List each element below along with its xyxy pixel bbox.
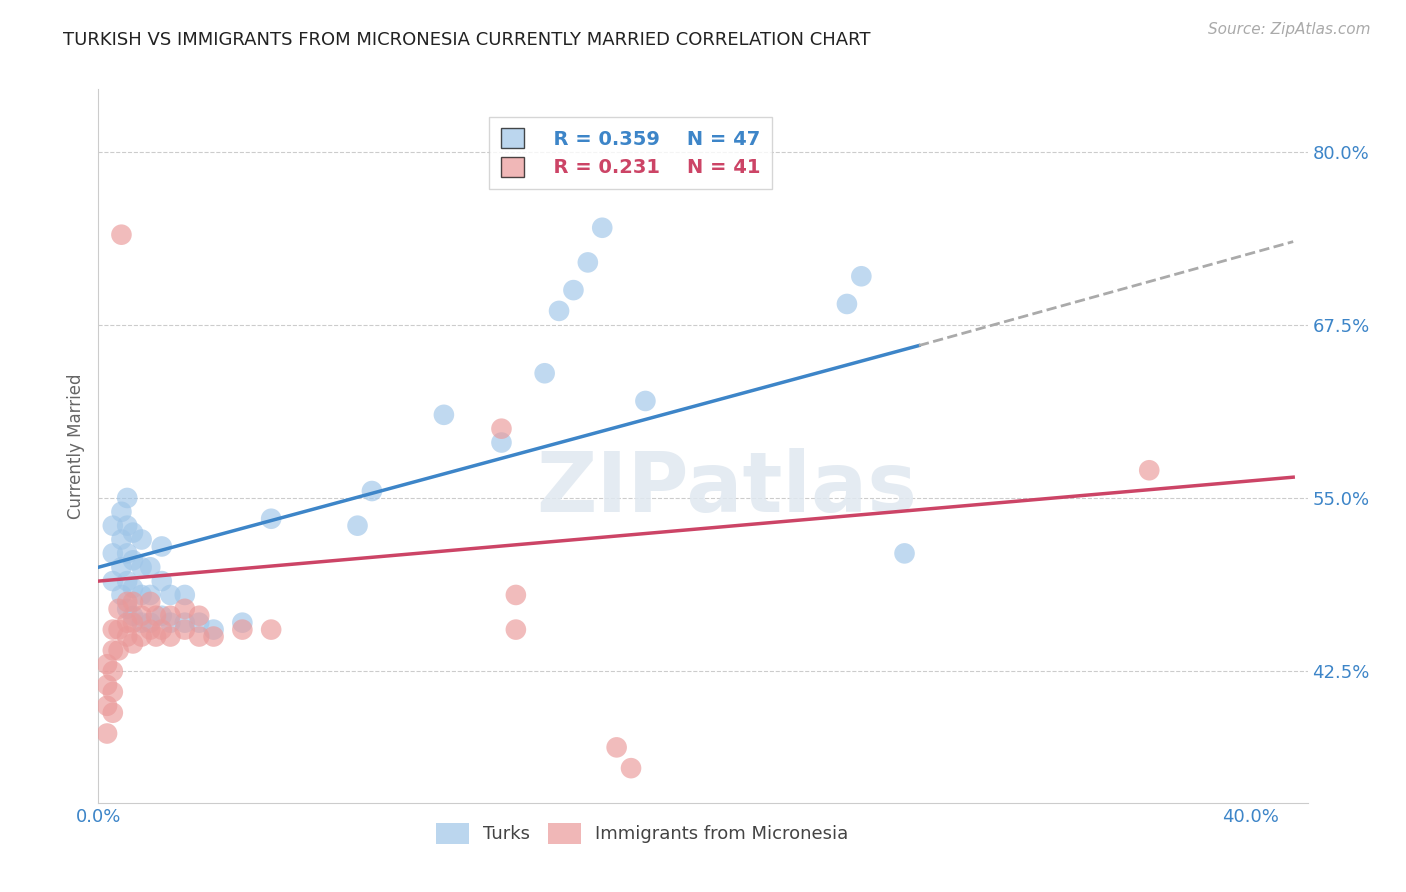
Point	[115, 574, 138, 588]
Point	[115, 602, 138, 616]
Point	[346, 518, 368, 533]
Point	[634, 394, 657, 409]
Point	[115, 546, 138, 560]
Point	[505, 623, 527, 637]
Point	[260, 623, 283, 637]
Point	[101, 574, 124, 588]
Point	[893, 546, 915, 560]
Point	[433, 408, 456, 422]
Point	[115, 595, 138, 609]
Point	[491, 422, 513, 436]
Text: Source: ZipAtlas.com: Source: ZipAtlas.com	[1208, 22, 1371, 37]
Point	[150, 574, 173, 588]
Point	[110, 560, 132, 574]
Point	[620, 761, 643, 775]
Point	[110, 533, 132, 547]
Point	[851, 269, 873, 284]
Point	[122, 608, 145, 623]
Point	[96, 726, 118, 740]
Point	[139, 560, 162, 574]
Point	[159, 615, 181, 630]
Point	[122, 595, 145, 609]
Point	[101, 643, 124, 657]
Point	[131, 608, 153, 623]
Point	[107, 623, 129, 637]
Point	[101, 546, 124, 560]
Point	[491, 435, 513, 450]
Point	[231, 615, 253, 630]
Point	[96, 657, 118, 672]
Point	[139, 595, 162, 609]
Point	[159, 588, 181, 602]
Point	[591, 220, 613, 235]
Point	[505, 588, 527, 602]
Point	[173, 623, 195, 637]
Point	[101, 706, 124, 720]
Point	[231, 623, 253, 637]
Point	[96, 698, 118, 713]
Legend: Turks, Immigrants from Micronesia: Turks, Immigrants from Micronesia	[429, 815, 856, 851]
Point	[361, 483, 384, 498]
Point	[131, 533, 153, 547]
Point	[107, 602, 129, 616]
Point	[150, 608, 173, 623]
Point	[110, 505, 132, 519]
Point	[110, 227, 132, 242]
Point	[131, 615, 153, 630]
Y-axis label: Currently Married: Currently Married	[66, 373, 84, 519]
Point	[159, 630, 181, 644]
Point	[139, 588, 162, 602]
Point	[110, 588, 132, 602]
Point	[145, 608, 167, 623]
Point	[101, 685, 124, 699]
Point	[107, 643, 129, 657]
Point	[202, 623, 225, 637]
Point	[122, 636, 145, 650]
Point	[139, 615, 162, 630]
Point	[188, 608, 211, 623]
Point	[548, 304, 571, 318]
Text: ZIPatlas: ZIPatlas	[537, 449, 918, 529]
Point	[576, 255, 599, 269]
Point	[173, 588, 195, 602]
Point	[122, 525, 145, 540]
Point	[173, 602, 195, 616]
Point	[139, 623, 162, 637]
Point	[115, 491, 138, 505]
Point	[131, 588, 153, 602]
Point	[101, 664, 124, 678]
Point	[260, 512, 283, 526]
Point	[835, 297, 858, 311]
Point	[145, 630, 167, 644]
Point	[101, 518, 124, 533]
Point	[122, 581, 145, 595]
Point	[202, 630, 225, 644]
Point	[122, 553, 145, 567]
Point	[115, 630, 138, 644]
Point	[188, 630, 211, 644]
Point	[188, 615, 211, 630]
Point	[606, 740, 628, 755]
Point	[533, 366, 555, 380]
Point	[150, 540, 173, 554]
Point	[159, 608, 181, 623]
Point	[150, 623, 173, 637]
Point	[173, 615, 195, 630]
Point	[115, 518, 138, 533]
Point	[1137, 463, 1160, 477]
Point	[115, 615, 138, 630]
Point	[122, 615, 145, 630]
Point	[101, 623, 124, 637]
Point	[131, 630, 153, 644]
Point	[96, 678, 118, 692]
Text: TURKISH VS IMMIGRANTS FROM MICRONESIA CURRENTLY MARRIED CORRELATION CHART: TURKISH VS IMMIGRANTS FROM MICRONESIA CU…	[63, 31, 870, 49]
Point	[131, 560, 153, 574]
Point	[562, 283, 585, 297]
